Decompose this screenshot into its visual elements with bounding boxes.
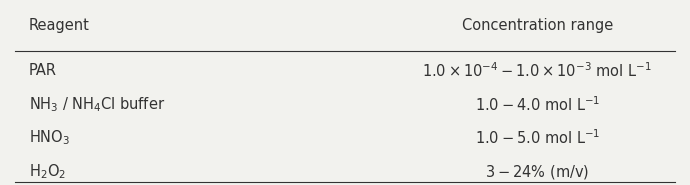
Text: PAR: PAR [29,63,57,78]
Text: Reagent: Reagent [29,18,90,33]
Text: HNO$_3$: HNO$_3$ [29,129,70,147]
Text: $1.0 - 5.0$ mol L$^{-1}$: $1.0 - 5.0$ mol L$^{-1}$ [475,129,600,147]
Text: $1.0 - 4.0$ mol L$^{-1}$: $1.0 - 4.0$ mol L$^{-1}$ [475,95,600,114]
Text: Concentration range: Concentration range [462,18,613,33]
Text: $3 - 24\%$ (m/v): $3 - 24\%$ (m/v) [485,163,589,181]
Text: $1.0 \times 10^{-4} - 1.0 \times 10^{-3}$ mol L$^{-1}$: $1.0 \times 10^{-4} - 1.0 \times 10^{-3}… [422,61,652,80]
Text: NH$_3$ / NH$_4$Cl buffer: NH$_3$ / NH$_4$Cl buffer [29,95,165,114]
Text: H$_2$O$_2$: H$_2$O$_2$ [29,162,66,181]
